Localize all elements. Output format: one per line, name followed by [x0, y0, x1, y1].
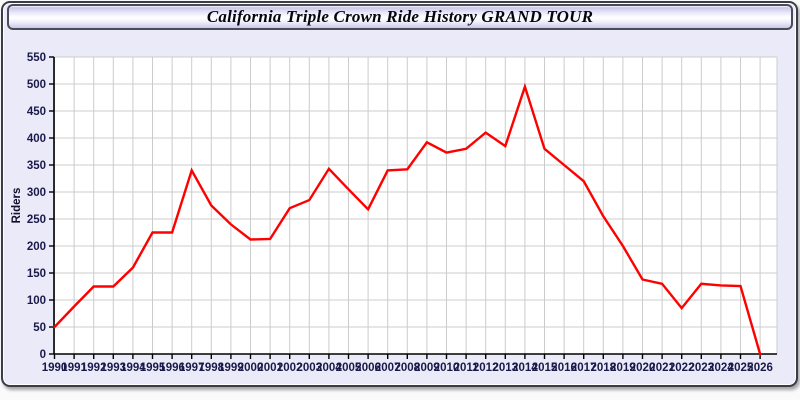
- svg-text:2017: 2017: [571, 362, 597, 374]
- svg-text:2012: 2012: [473, 362, 499, 374]
- svg-text:350: 350: [27, 160, 46, 172]
- chart-title: California Triple Crown Ride History GRA…: [206, 7, 594, 26]
- svg-text:2010: 2010: [434, 362, 460, 374]
- svg-text:200: 200: [27, 241, 46, 253]
- svg-text:2022: 2022: [669, 362, 695, 374]
- svg-text:150: 150: [27, 268, 46, 280]
- svg-text:2008: 2008: [395, 362, 421, 374]
- svg-text:1999: 1999: [218, 362, 244, 374]
- chart-title-bar: California Triple Crown Ride History GRA…: [7, 4, 793, 30]
- svg-text:250: 250: [27, 214, 46, 226]
- axes: [53, 57, 777, 355]
- svg-text:450: 450: [27, 106, 46, 118]
- svg-text:2005: 2005: [336, 362, 362, 374]
- svg-text:1993: 1993: [101, 362, 127, 374]
- svg-text:0: 0: [40, 349, 46, 361]
- svg-text:2002: 2002: [277, 362, 303, 374]
- plot-area: [54, 57, 777, 354]
- svg-text:2004: 2004: [316, 362, 342, 374]
- svg-text:100: 100: [27, 295, 46, 307]
- svg-text:2020: 2020: [630, 362, 656, 374]
- svg-text:2011: 2011: [454, 362, 480, 374]
- x-axis-labels: 1990199119921993199419951996199719981999…: [42, 362, 773, 374]
- svg-text:2007: 2007: [375, 362, 401, 374]
- svg-text:2023: 2023: [689, 362, 715, 374]
- svg-text:2018: 2018: [591, 362, 617, 374]
- svg-text:2014: 2014: [512, 362, 538, 374]
- svg-text:2016: 2016: [551, 362, 577, 374]
- svg-text:1997: 1997: [179, 362, 205, 374]
- svg-text:550: 550: [27, 52, 46, 64]
- svg-text:1990: 1990: [42, 362, 68, 374]
- svg-text:1992: 1992: [81, 362, 107, 374]
- svg-text:1994: 1994: [120, 362, 146, 374]
- svg-text:1998: 1998: [199, 362, 225, 374]
- svg-text:2021: 2021: [649, 362, 675, 374]
- svg-text:2001: 2001: [257, 362, 283, 374]
- svg-text:2000: 2000: [238, 362, 264, 374]
- y-axis-labels: 0 50 100 150 200 250 300 350 400 450 500 550: [27, 52, 46, 361]
- svg-text:2025: 2025: [728, 362, 754, 374]
- svg-text:2003: 2003: [297, 362, 323, 374]
- svg-text:2006: 2006: [355, 362, 381, 374]
- svg-text:500: 500: [27, 79, 46, 91]
- svg-text:1996: 1996: [159, 362, 185, 374]
- riders-series-line: [53, 82, 762, 356]
- svg-text:400: 400: [27, 133, 46, 145]
- svg-text:2024: 2024: [708, 362, 734, 374]
- svg-text:2019: 2019: [610, 362, 636, 374]
- riders-line: [53, 82, 762, 356]
- svg-text:2009: 2009: [414, 362, 440, 374]
- y-axis-title: Riders: [11, 188, 23, 224]
- svg-text:Riders: Riders: [11, 188, 23, 224]
- svg-text:1991: 1991: [61, 362, 87, 374]
- axis-ticks: [49, 56, 761, 359]
- svg-text:2026: 2026: [747, 362, 773, 374]
- svg-text:50: 50: [33, 322, 46, 334]
- svg-text:2015: 2015: [532, 362, 558, 374]
- svg-text:1995: 1995: [140, 362, 166, 374]
- svg-text:2013: 2013: [493, 362, 519, 374]
- svg-text:300: 300: [27, 187, 46, 199]
